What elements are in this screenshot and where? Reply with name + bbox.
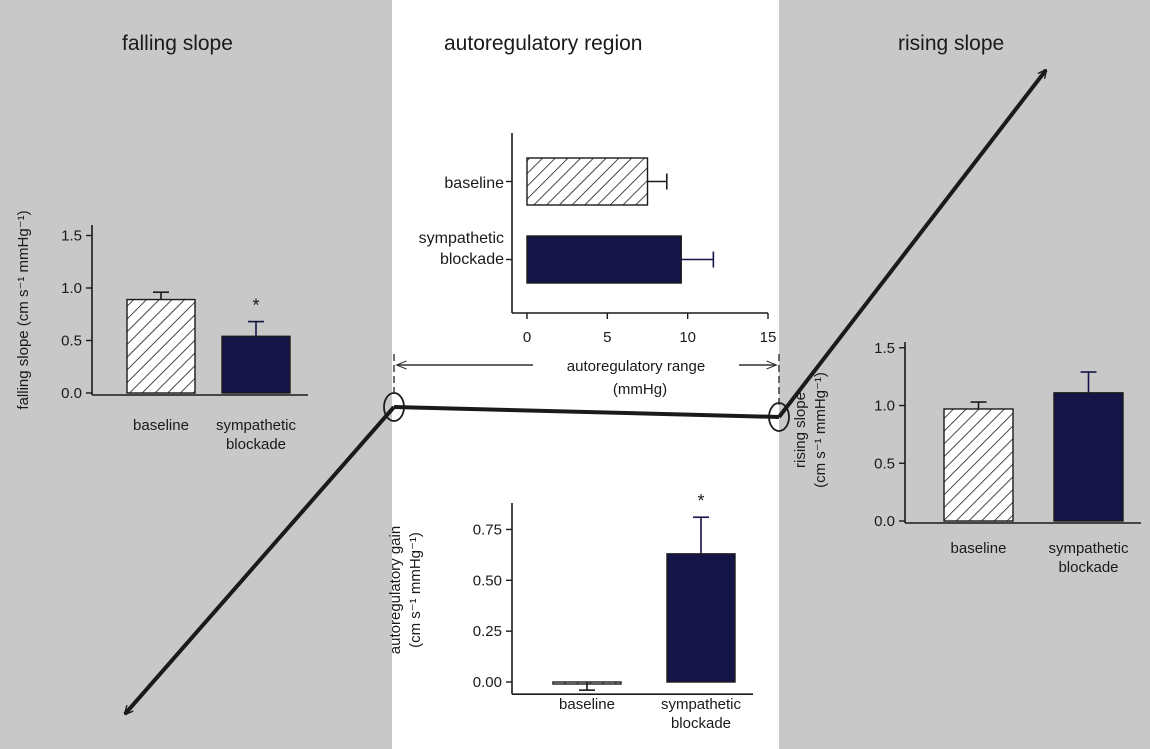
range-annotation-line2: (mmHg) [613,381,667,398]
range-xtick-label: 15 [760,329,777,346]
falling-category-label: sympathetic blockade [216,417,297,453]
rising-ytick-label: 1.0 [874,398,895,415]
falling-category-label: baseline [133,417,189,434]
gain-significance: * [697,491,704,511]
falling-ytick-label: 1.5 [61,228,82,245]
falling-bar [126,298,196,394]
falling-ytick-label: 0.0 [61,385,82,402]
falling-ytick-label: 1.0 [61,280,82,297]
range-category-label: sympathetic blockade [419,230,504,268]
falling-slope-title: falling slope [122,32,233,55]
rising-ytick-label: 0.5 [874,455,895,472]
bar-charts: 0.0 0.5 1.0 1.5 baseline * sympathetic blockade… [15,133,1141,732]
gain-y-label: autoregulatory gain (cm s⁻¹ mmHg⁻¹) [387,526,424,654]
falling-significance: * [252,296,259,316]
falling-slope-line [125,405,396,714]
range-xtick-label: 10 [679,329,696,346]
falling-y-label: falling slope (cm s⁻¹ mmHg⁻¹) [15,210,32,409]
range-xtick-label: 0 [523,329,531,346]
falling-bar [221,335,291,394]
gain-category-label: sympathetic blockade [661,696,742,732]
rising-y-label: rising slope (cm s⁻¹ mmHg⁻¹) [792,372,829,488]
rising-chart: 0.0 0.5 1.0 1.5 baseline sympathetic blockade r… [792,340,1141,576]
falling-chart: 0.0 0.5 1.0 1.5 baseline * sympathetic blockade… [15,210,308,453]
gain-ytick-label: 0.50 [473,572,502,589]
autoregulatory-region-title: autoregulatory region [444,32,643,55]
rising-category-label: baseline [951,540,1007,557]
range-xtick-label: 5 [603,329,611,346]
range-category-label: baseline [444,175,504,192]
rising-category-label: sympathetic blockade [1048,540,1129,576]
rising-ytick-label: 1.5 [874,340,895,357]
gain-bar [666,553,736,683]
rising-bar [1053,392,1124,522]
falling-ytick-label: 0.5 [61,333,82,350]
rising-ytick-label: 0.0 [874,513,895,530]
autoregulation-curve: autoregulatory range (mmHg) [125,70,1048,714]
gain-ytick-label: 0.75 [473,521,502,538]
gain-ytick-label: 0.25 [473,623,502,640]
rising-bar [943,408,1014,522]
range-annotation-line1: autoregulatory range [567,358,705,375]
range-chart: 0 5 10 15 baseline sympathetic blockade [419,133,777,346]
range-bar [526,157,649,206]
gain-chart: 0.00 0.25 0.50 0.75 baseline * sympathetic bloc… [387,491,753,732]
gain-ytick-label: 0.00 [473,674,502,691]
range-bar [526,235,682,284]
gain-category-label: baseline [559,696,615,713]
plateau-line [393,405,780,419]
falling-slope-region [0,0,392,749]
rising-slope-title: rising slope [898,32,1005,55]
rising-slope-line [777,70,1048,419]
